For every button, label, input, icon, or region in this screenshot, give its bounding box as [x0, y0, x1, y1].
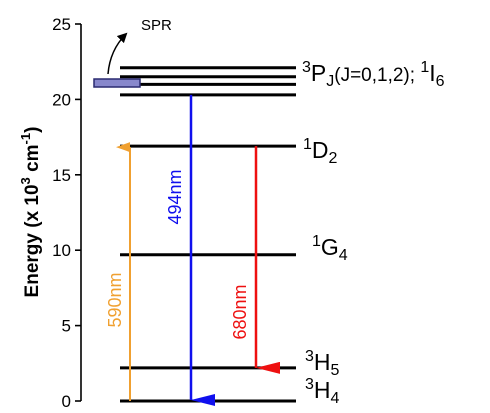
y-tick-label: 10 — [52, 241, 71, 260]
term-1I6-3PJ: 3PJ(J=0,1,2); 1I6 — [302, 59, 445, 90]
y-tick-label: 25 — [52, 15, 71, 34]
y-tick-label: 5 — [62, 317, 71, 336]
y-axis-label: Energy (x 103 cm-1) — [18, 127, 43, 298]
y-axis-label-unit: cm — [22, 144, 43, 177]
term-labels: 3PJ(J=0,1,2); 1I6 1D2 1G4 3H5 3H4 — [302, 59, 445, 407]
y-tick-label: 0 — [62, 392, 71, 411]
label-680nm: 680nm — [230, 284, 250, 339]
y-tick-label: 15 — [52, 166, 71, 185]
term-1G4: 1G4 — [312, 233, 348, 264]
spr-label: SPR — [141, 17, 172, 34]
y-axis-label-close: ) — [22, 127, 43, 133]
y-axis-ticks: 0 5 10 15 20 25 — [52, 15, 81, 411]
term-3H5: 3H5 — [305, 348, 340, 379]
spr-indicator: SPR — [93, 17, 172, 88]
y-axis-label-sup: 3 — [18, 177, 33, 184]
spr-box — [93, 78, 141, 88]
y-axis: 0 5 10 15 20 25 Energy (x 103 cm-1) — [18, 15, 82, 411]
label-590nm: 590nm — [105, 272, 125, 327]
label-494nm: 494nm — [165, 169, 185, 224]
term-1D2: 1D2 — [303, 136, 338, 167]
energy-levels — [120, 66, 296, 403]
spr-arrow — [107, 32, 128, 75]
level-group-3PJ-1I6 — [120, 66, 296, 97]
term-3H4: 3H4 — [305, 376, 340, 407]
y-axis-label-main: Energy (x 10 — [22, 184, 43, 297]
y-tick-label: 20 — [52, 90, 71, 109]
transitions: 590nm 494nm 680nm — [105, 94, 280, 406]
y-axis-label-unit-sup: -1 — [18, 133, 33, 145]
